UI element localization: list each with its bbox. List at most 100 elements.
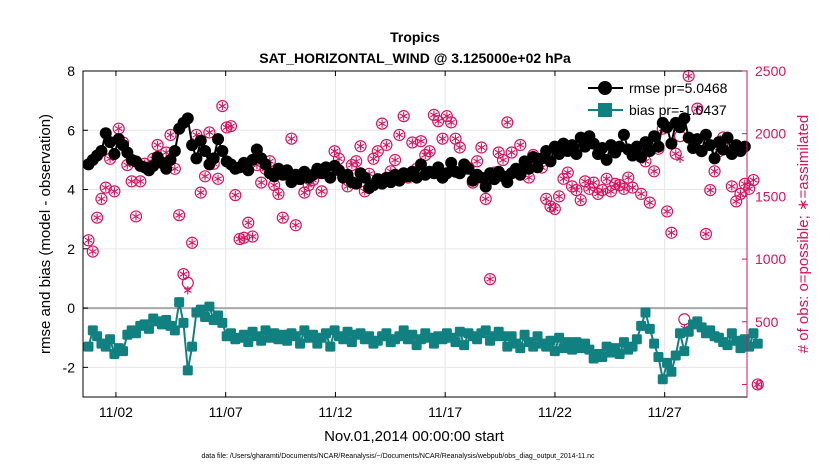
bias-point (584, 344, 595, 355)
bias-point (342, 326, 353, 337)
bias-point (644, 323, 655, 334)
obs-assimilated-point (132, 212, 140, 221)
bias-point (295, 338, 306, 349)
obs-assimilated-stroke (278, 215, 287, 221)
obs-assimilated-stroke (503, 119, 512, 125)
obs-assimilated-stroke (248, 233, 257, 240)
obs-assimilated-point (486, 274, 494, 284)
obs-assimilated-stroke (231, 192, 240, 198)
obs-assimilated-point (214, 174, 222, 184)
obs-assimilated-point (650, 167, 659, 176)
obs-assimilated-point (421, 150, 430, 160)
obs-possible-point (95, 192, 108, 205)
obs-assimilated-point (645, 198, 654, 207)
bias-point (169, 325, 180, 336)
obs-possible-point (470, 155, 484, 168)
y-left-tick-label: -2 (63, 359, 76, 375)
obs-assimilated-stroke (667, 230, 676, 236)
obs-possible-point (643, 196, 656, 209)
obs-possible-point (648, 165, 661, 178)
obs-possible-point (328, 145, 341, 158)
obs-assimilated-point (101, 183, 110, 192)
obs-possible-point (354, 140, 367, 153)
bias-point (118, 346, 129, 357)
obs-possible-point (553, 190, 566, 203)
rmse-point (108, 147, 121, 160)
bias-point (256, 335, 267, 346)
obs-assimilated-stroke (477, 144, 486, 151)
obs-possible-point (557, 172, 570, 185)
bias-point (748, 328, 759, 339)
obs-assimilated-point (607, 187, 615, 196)
obs-assimilated-stroke (153, 142, 162, 148)
chart-title: Tropics (390, 29, 440, 45)
obs-possible-point (423, 145, 436, 158)
obs-assimilated-stroke (555, 193, 564, 199)
rmse-point (674, 121, 687, 134)
rmse-point (164, 153, 177, 166)
rmse-point (708, 152, 721, 165)
rmse-point (665, 137, 678, 150)
obs-assimilated-stroke (330, 148, 339, 154)
obs-assimilated-point (201, 172, 209, 181)
obs-assimilated-point (244, 218, 253, 227)
obs-assimilated-stroke (563, 169, 572, 176)
obs-assimilated-point (702, 229, 710, 239)
obs-assimilated-point (663, 207, 671, 216)
obs-possible-point (134, 175, 147, 188)
obs-possible-point (86, 245, 99, 258)
obs-assimilated-point (693, 104, 702, 113)
obs-assimilated-stroke (257, 180, 266, 186)
obs-assimilated-point (499, 155, 507, 165)
rmse-point (544, 155, 557, 168)
bias-point (398, 325, 409, 336)
obs-assimilated-point (430, 110, 438, 120)
obs-assimilated-stroke (391, 157, 399, 163)
obs-assimilated-stroke (347, 162, 356, 168)
obs-assimilated-stroke (183, 287, 192, 293)
obs-assimilated-point (615, 180, 624, 190)
obs-assimilated-stroke (524, 175, 533, 181)
obs-assimilated-stroke (84, 237, 93, 243)
obs-assimilated-point (684, 71, 693, 81)
obs-assimilated-point (395, 130, 404, 140)
bias-point (105, 334, 116, 345)
rmse-point (635, 150, 648, 163)
bias-point (502, 341, 513, 352)
obs-assimilated-point (481, 194, 490, 204)
bias-point (675, 328, 686, 339)
obs-assimilated-stroke (425, 148, 434, 154)
obs-assimilated-stroke (447, 119, 456, 125)
obs-assimilated-point (287, 134, 296, 143)
obs-assimilated-stroke (650, 168, 659, 174)
bias-point (381, 328, 392, 339)
obs-possible-point (216, 100, 229, 113)
obs-assimilated-stroke (451, 136, 460, 142)
obs-assimilated-stroke (494, 149, 503, 156)
obs-assimilated-point (503, 118, 512, 127)
obs-assimilated-point (727, 182, 736, 191)
obs-assimilated-stroke (421, 152, 430, 158)
rmse-point (445, 156, 458, 169)
obs-assimilated-stroke (576, 197, 585, 203)
obs-assimilated-stroke (611, 181, 620, 187)
obs-assimilated-point (455, 143, 464, 152)
obs-assimilated-point (710, 167, 719, 176)
rmse-point (181, 112, 194, 125)
rmse-point (617, 128, 630, 141)
y-axis-right-label: # of obs: o=possible; ∗=assimilated (795, 115, 812, 354)
obs-assimilated-point (611, 179, 620, 189)
obs-assimilated-stroke (710, 168, 719, 174)
obs-possible-point (203, 126, 216, 139)
y-right-tick-label: 0 (755, 376, 763, 392)
obs-assimilated-point (127, 177, 136, 186)
obs-possible-point (397, 110, 410, 123)
obs-possible-point (453, 141, 466, 154)
obs-possible-point (298, 186, 311, 199)
obs-assimilated-stroke (136, 178, 145, 184)
obs-possible-point (91, 211, 104, 224)
y-right-tick-label: 2500 (755, 63, 786, 79)
bias-point (752, 338, 763, 349)
obs-assimilated-point (602, 174, 611, 184)
obs-possible-point (125, 175, 138, 188)
